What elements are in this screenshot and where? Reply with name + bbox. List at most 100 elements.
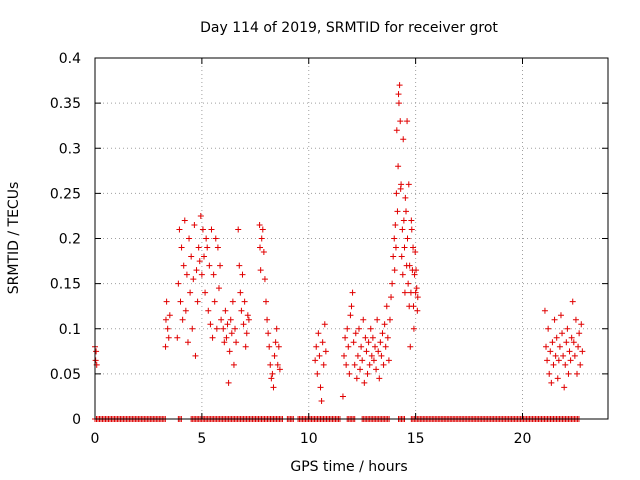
data-point [414,294,421,301]
data-point [314,370,321,377]
data-point [407,343,414,350]
data-point [220,325,227,332]
data-point [410,325,417,332]
data-point [392,244,399,251]
data-point [245,316,252,323]
data-point [197,212,204,219]
data-point [365,339,372,346]
data-point [349,289,356,296]
data-point [261,276,268,283]
data-point [545,325,552,332]
data-point [380,361,387,368]
data-point [555,357,562,364]
data-point [210,271,217,278]
data-point [211,298,218,305]
data-point [411,271,418,278]
data-point [175,280,182,287]
data-point [217,262,224,269]
data-point [551,316,558,323]
data-point [362,334,369,341]
data-point [178,244,185,251]
data-point [93,348,100,355]
y-tick-label: 0.3 [59,141,81,157]
data-point [395,91,402,98]
data-point [403,208,410,215]
data-point [397,118,404,125]
data-point [184,339,191,346]
data-point [275,343,282,350]
data-point [189,325,196,332]
data-point [566,348,573,355]
data-point [198,271,205,278]
data-point [347,312,354,319]
data-point [208,226,215,233]
data-point [233,339,240,346]
data-point [413,285,420,292]
data-point [243,330,250,337]
data-point [214,244,221,251]
data-point [215,285,222,292]
data-point [346,370,353,377]
data-point [378,352,385,359]
data-point [223,334,230,341]
data-point [384,334,391,341]
axis-ticks [94,57,608,420]
data-point [404,118,411,125]
data-point [229,298,236,305]
data-point [181,217,188,224]
data-point [227,316,234,323]
grid [95,58,608,419]
data-point [393,190,400,197]
data-point [375,348,382,355]
y-axis-label: SRMTID / TECUs [6,182,22,295]
data-point [398,181,405,188]
data-point [221,339,228,346]
data-point [354,352,361,359]
data-point [406,262,413,269]
data-point [191,221,198,228]
data-point [313,343,320,350]
data-point [202,289,209,296]
data-point [209,334,216,341]
data-point [363,348,370,355]
data-point [393,127,400,134]
data-point [193,267,200,274]
data-point [270,384,277,391]
data-point [392,221,399,228]
data-point [398,253,405,260]
data-point [315,330,322,337]
data-point [318,397,325,404]
data-point [366,361,373,368]
data-point [372,343,379,350]
data-point [401,244,408,251]
data-point [352,330,359,337]
data-point [574,370,581,377]
data-point [569,298,576,305]
data-point [176,226,183,233]
chart-title: Day 114 of 2019, SRMTID for receiver gro… [200,20,498,36]
data-point [204,244,211,251]
data-point [196,258,203,265]
data-point [239,271,246,278]
data-point [563,339,570,346]
data-point [367,325,374,332]
data-point [575,343,582,350]
data-point [183,271,190,278]
data-point [400,217,407,224]
data-point [180,262,187,269]
data-point [355,325,362,332]
data-point [405,280,412,287]
data-point [162,316,169,323]
data-point [379,330,386,337]
data-point [199,226,206,233]
data-point [369,334,376,341]
data-point [395,100,402,107]
data-point [345,343,352,350]
data-point [412,289,419,296]
data-point [410,244,417,251]
data-point [394,208,401,215]
data-point [235,226,242,233]
data-point [553,334,560,341]
data-point [264,316,271,323]
